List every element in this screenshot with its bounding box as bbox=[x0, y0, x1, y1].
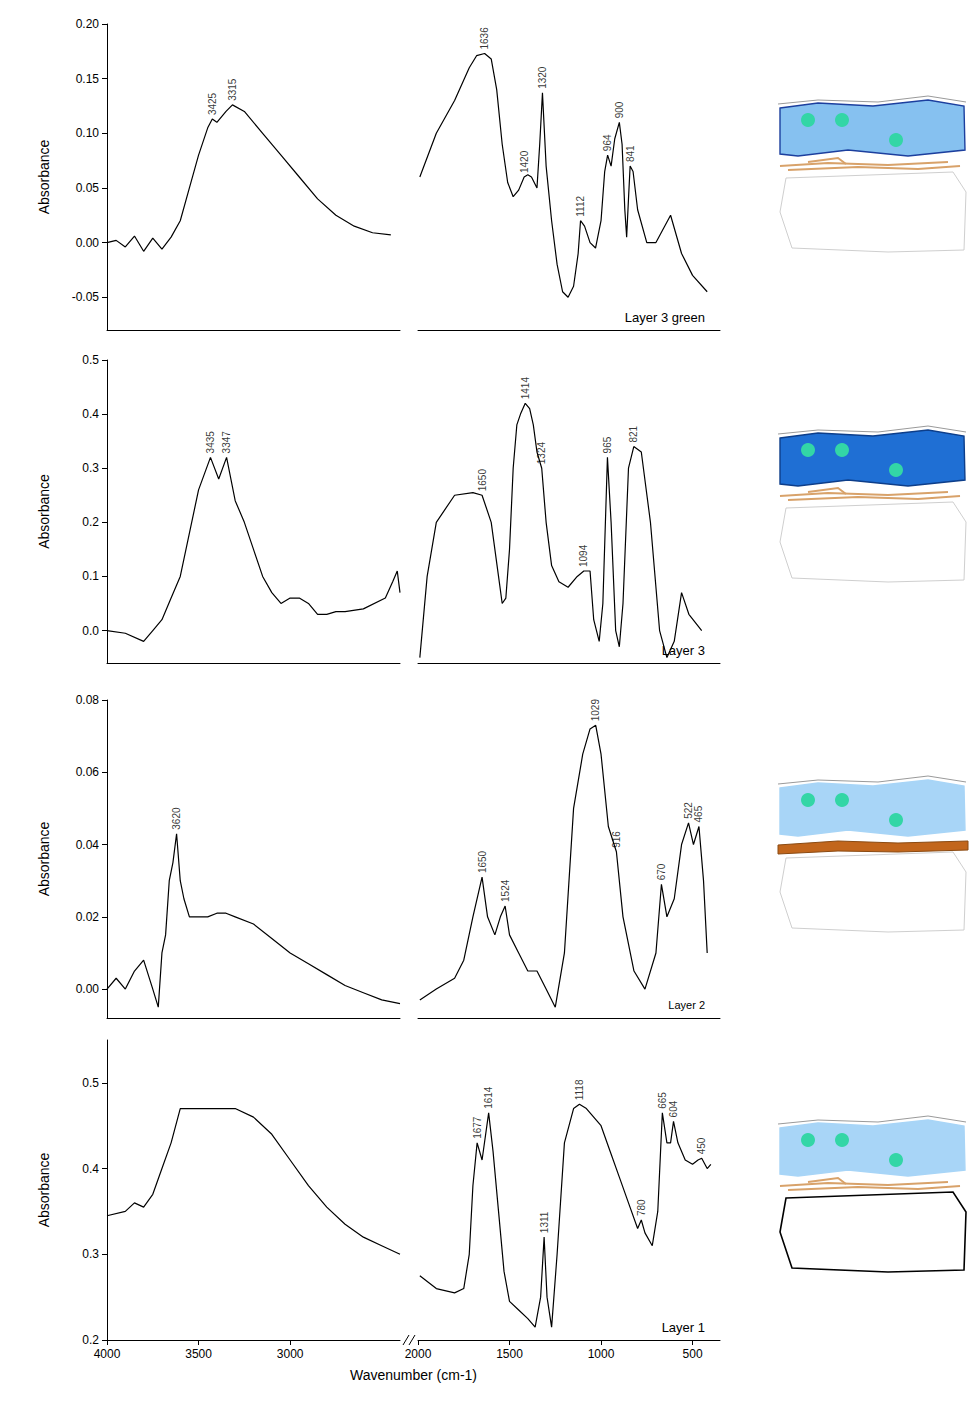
svg-text:0.15: 0.15 bbox=[76, 72, 100, 86]
svg-text:3347: 3347 bbox=[221, 431, 232, 454]
svg-text:Layer 1: Layer 1 bbox=[662, 1320, 705, 1335]
svg-text:0.5: 0.5 bbox=[82, 353, 99, 367]
svg-text:-0.05: -0.05 bbox=[72, 290, 100, 304]
svg-text:3620: 3620 bbox=[171, 807, 182, 830]
svg-text:0.4: 0.4 bbox=[82, 407, 99, 421]
svg-text:0.5: 0.5 bbox=[82, 1076, 99, 1090]
svg-text:0.02: 0.02 bbox=[76, 910, 100, 924]
svg-text:450: 450 bbox=[696, 1137, 707, 1154]
svg-text:0.04: 0.04 bbox=[76, 838, 100, 852]
svg-text:1324: 1324 bbox=[536, 442, 547, 465]
svg-text:964: 964 bbox=[602, 134, 613, 151]
svg-text:1414: 1414 bbox=[520, 377, 531, 400]
svg-text:604: 604 bbox=[668, 1100, 679, 1117]
svg-text:Absorbance: Absorbance bbox=[36, 1152, 52, 1227]
svg-text:3315: 3315 bbox=[227, 78, 238, 101]
svg-text:780: 780 bbox=[636, 1199, 647, 1216]
svg-text:Layer 2: Layer 2 bbox=[668, 999, 705, 1011]
svg-text:916: 916 bbox=[610, 831, 622, 848]
svg-text:1650: 1650 bbox=[477, 469, 488, 492]
svg-text:665: 665 bbox=[657, 1092, 668, 1109]
svg-text:1118: 1118 bbox=[574, 1079, 585, 1100]
svg-text:0.4: 0.4 bbox=[82, 1162, 99, 1176]
svg-text:0.2: 0.2 bbox=[82, 515, 99, 529]
svg-text:1524: 1524 bbox=[500, 879, 511, 902]
svg-text:500: 500 bbox=[683, 1347, 703, 1361]
svg-text:0.20: 0.20 bbox=[76, 17, 100, 31]
svg-text:1320: 1320 bbox=[537, 66, 548, 89]
svg-text:2000: 2000 bbox=[405, 1347, 432, 1361]
svg-text:670: 670 bbox=[656, 863, 667, 880]
svg-text:3000: 3000 bbox=[277, 1347, 304, 1361]
svg-text:1614: 1614 bbox=[483, 1086, 494, 1109]
svg-text:1500: 1500 bbox=[496, 1347, 523, 1361]
svg-text:Wavenumber (cm-1): Wavenumber (cm-1) bbox=[350, 1367, 477, 1383]
svg-text:0.00: 0.00 bbox=[76, 236, 100, 250]
svg-text:821: 821 bbox=[628, 425, 639, 442]
svg-text:1636: 1636 bbox=[479, 27, 490, 50]
svg-text:841: 841 bbox=[625, 145, 636, 162]
svg-text:Layer 3 green: Layer 3 green bbox=[625, 310, 705, 325]
svg-text:465: 465 bbox=[693, 805, 704, 822]
svg-text:0.00: 0.00 bbox=[76, 982, 100, 996]
svg-text:1311: 1311 bbox=[539, 1211, 550, 1233]
svg-text:Absorbance: Absorbance bbox=[36, 139, 52, 214]
svg-text:3500: 3500 bbox=[185, 1347, 212, 1361]
svg-text:900: 900 bbox=[614, 101, 625, 118]
svg-text:4000: 4000 bbox=[94, 1347, 121, 1361]
svg-text:0.3: 0.3 bbox=[82, 461, 99, 475]
svg-text:3435: 3435 bbox=[205, 431, 216, 454]
svg-text:0.0: 0.0 bbox=[82, 624, 99, 638]
svg-text:Absorbance: Absorbance bbox=[36, 821, 52, 896]
svg-text:522: 522 bbox=[683, 802, 694, 819]
svg-text:1420: 1420 bbox=[519, 150, 530, 173]
svg-text:1650: 1650 bbox=[477, 850, 488, 873]
svg-text:0.08: 0.08 bbox=[76, 693, 100, 707]
svg-text:965: 965 bbox=[602, 436, 613, 453]
svg-text:1677: 1677 bbox=[472, 1116, 483, 1139]
svg-text:0.06: 0.06 bbox=[76, 765, 100, 779]
svg-text:Absorbance: Absorbance bbox=[36, 474, 52, 549]
svg-text:1094: 1094 bbox=[578, 544, 589, 567]
svg-text:1029: 1029 bbox=[590, 699, 601, 722]
svg-text:1112: 1112 bbox=[575, 196, 586, 217]
svg-text:0.05: 0.05 bbox=[76, 181, 100, 195]
svg-text:3425: 3425 bbox=[207, 92, 218, 115]
svg-text:Layer 3: Layer 3 bbox=[662, 643, 705, 658]
svg-text:0.1: 0.1 bbox=[82, 569, 99, 583]
svg-text:1000: 1000 bbox=[588, 1347, 615, 1361]
svg-text:0.2: 0.2 bbox=[82, 1333, 99, 1347]
svg-text:0.10: 0.10 bbox=[76, 126, 100, 140]
svg-text:0.3: 0.3 bbox=[82, 1247, 99, 1261]
